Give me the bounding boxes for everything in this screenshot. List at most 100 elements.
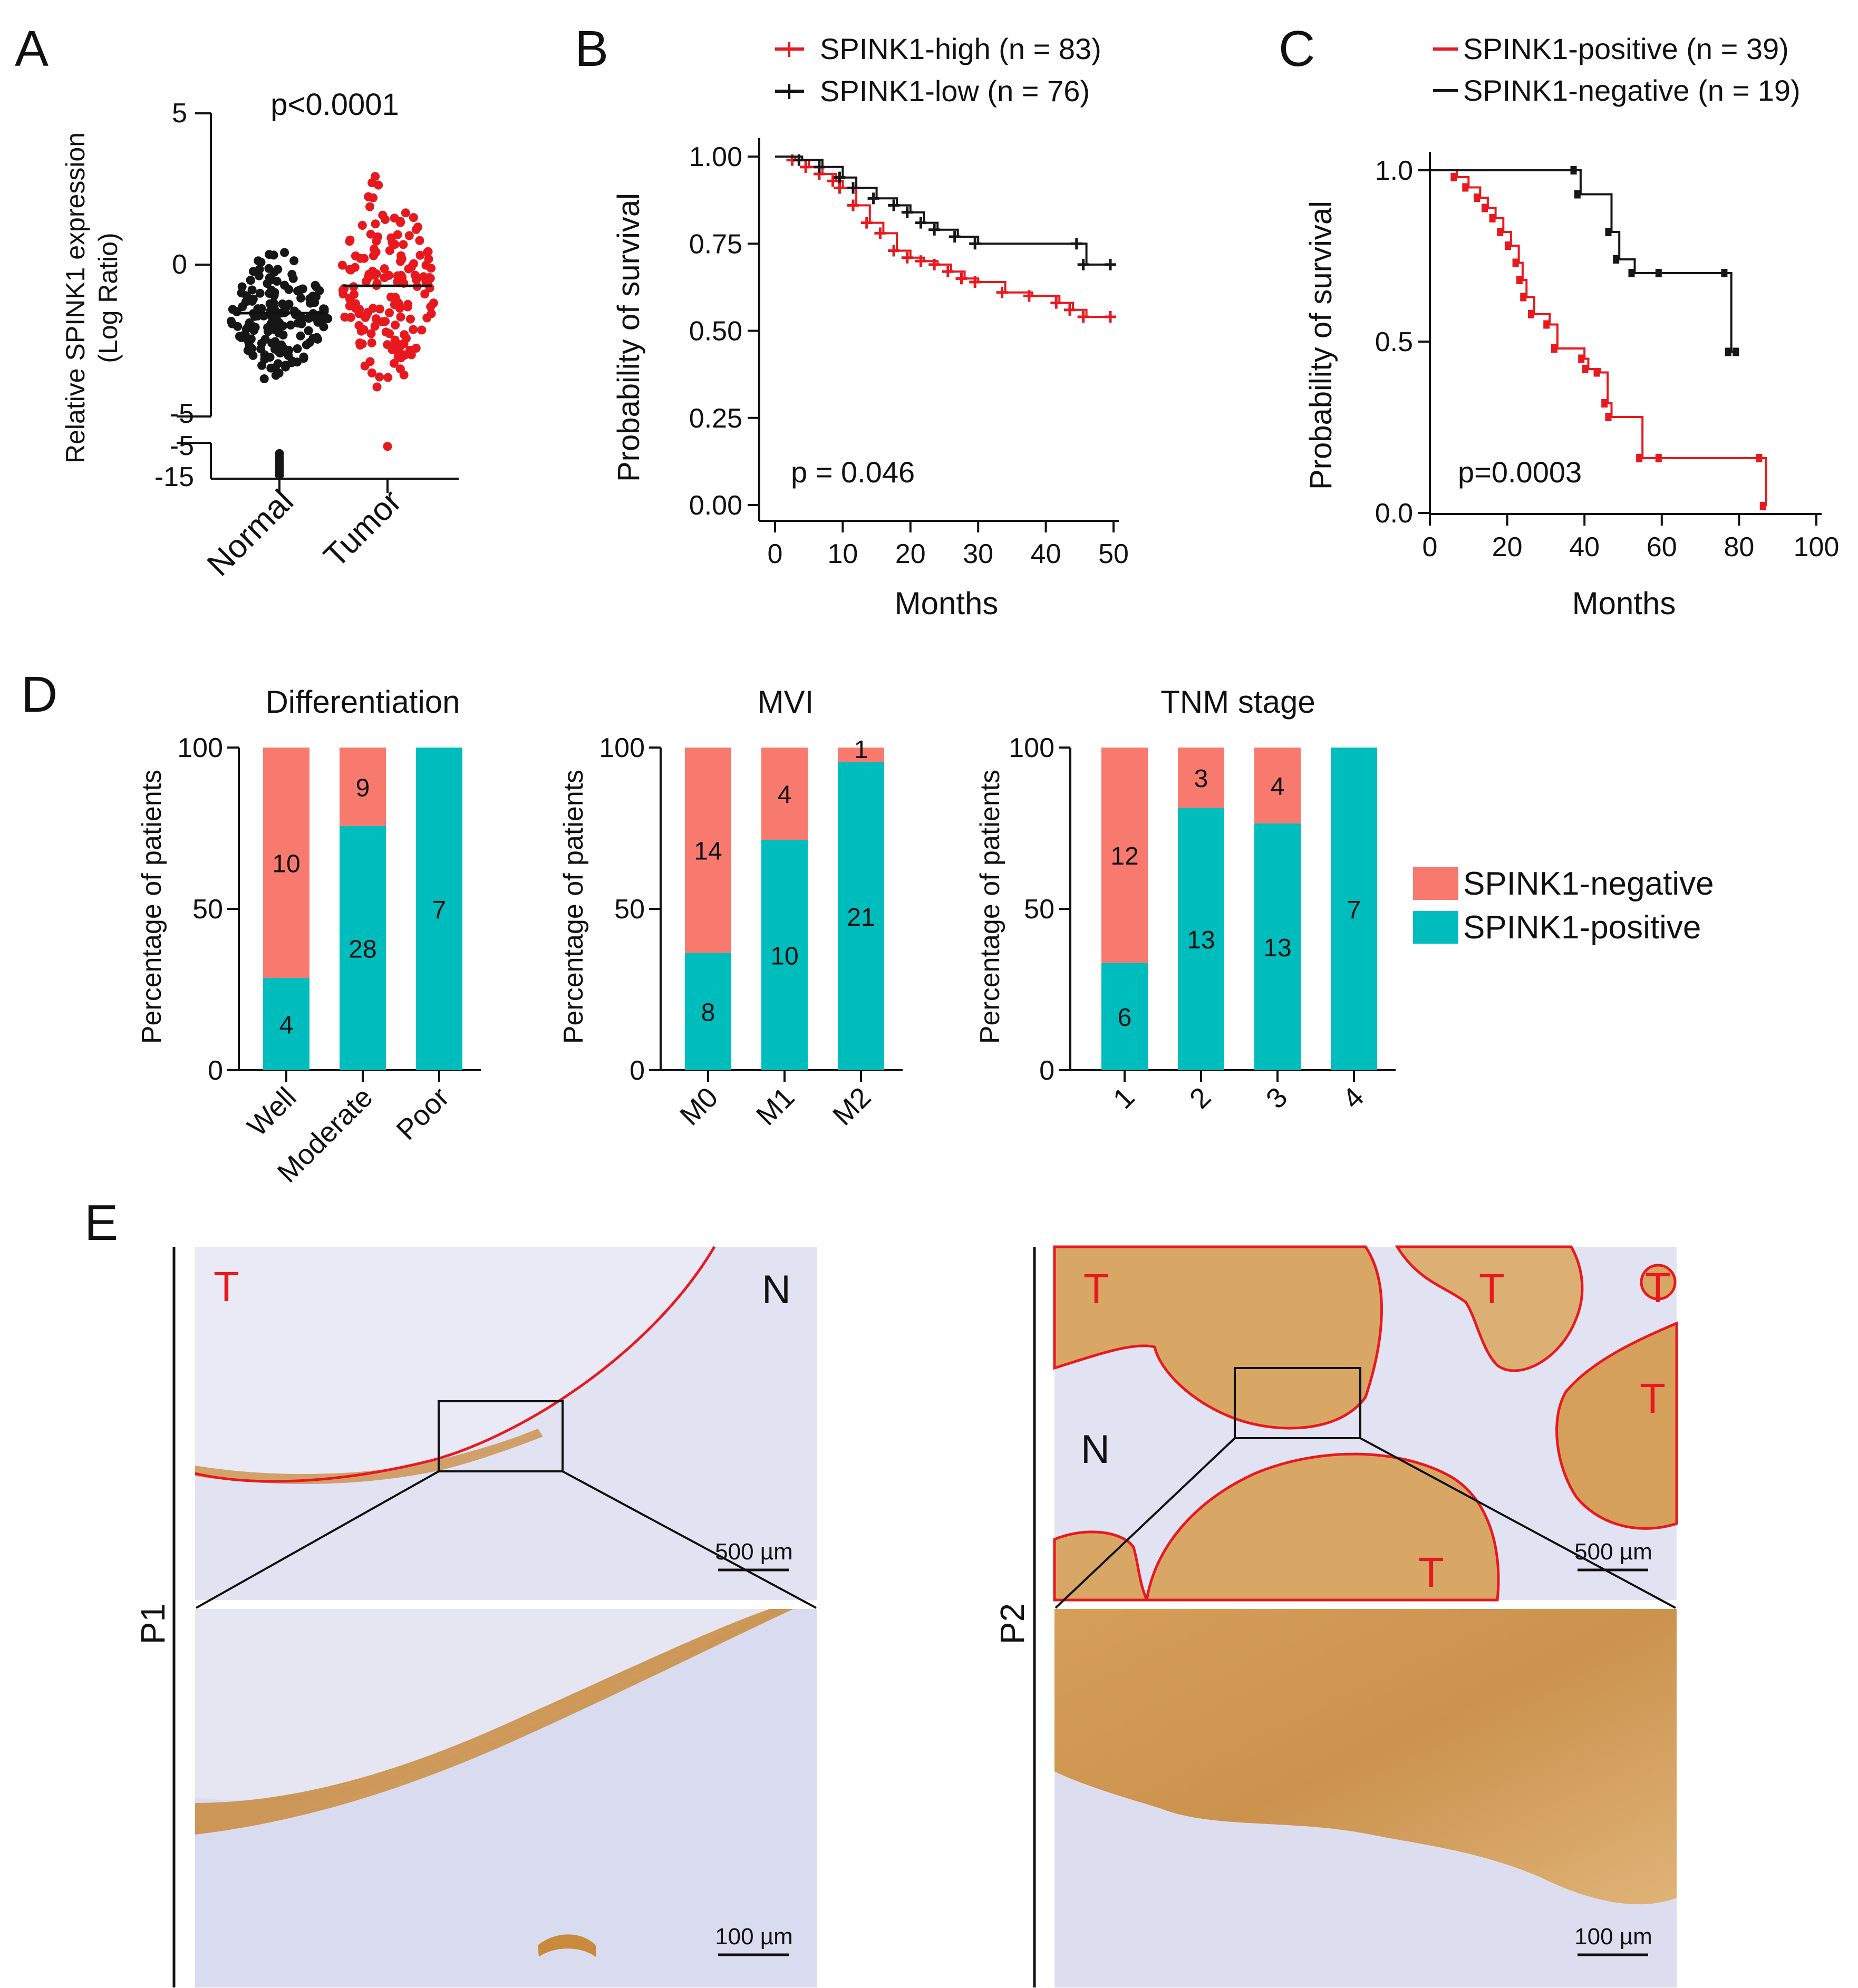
bar-positive-1 [1101,963,1148,1070]
scatter-point-tumor [365,357,375,366]
scatter-point-tumor [369,245,379,254]
scatter-point-tumor [421,260,431,270]
scatter-point-tumor [424,273,434,282]
scatter-point-normal [235,332,244,341]
km-censor-mark [1050,297,1062,309]
scatter-point-tumor [370,322,380,331]
km-censor-mark [1759,502,1766,510]
panel-c-pvalue: p=0.0003 [1458,455,1582,489]
bar-negative-1 [1101,748,1148,963]
p2-label-n: N [1081,1427,1110,1472]
bar-negative-count: 10 [272,850,300,878]
km-xtick-label: 60 [1647,532,1677,563]
p1-zoom-stain [195,1609,793,1835]
scatter-point-tumor [390,358,399,368]
km-censor-mark [955,273,967,285]
scatter-point-normal [263,323,273,332]
scatter-point-tumor [426,302,436,312]
scatter-point-tumor [372,236,381,246]
km-censor-mark [1605,413,1612,421]
bar-positive-count: 13 [1187,926,1215,954]
legend-d-positive-label: SPINK1-positive [1463,909,1701,946]
p2-label-t5: T [1418,1549,1444,1596]
km-censor-mark [1450,173,1457,181]
km-curve-red [775,156,1114,318]
p2-tumor-small [1640,1264,1677,1301]
km-censor-mark [928,258,941,270]
p1-zoom-tumor [195,1609,770,1800]
scatter-point-normal [245,342,255,351]
bar-ytick-label: 100 [599,733,645,763]
scatter-point-normal [256,258,266,267]
km-censor-mark [1613,255,1620,264]
scatter-point-normal [237,288,246,298]
legend-c-neg-label: SPINK1-negative (n = 19) [1463,74,1801,107]
p1-label-n: N [762,1267,791,1312]
km-censor-mark [1733,347,1739,356]
panel-d-mvi: MVI Percentage of patients 050100814M010… [558,684,903,1132]
bar-negative-m2 [838,748,884,762]
scatter-point-normal [254,271,264,280]
panel-a-ytick-0: 0 [172,249,187,280]
scatter-point-normal [281,362,290,372]
km-censor-mark [1516,276,1523,284]
bar-negative-2 [1178,748,1224,808]
panel-d-legend: SPINK1-negative SPINK1-positive [1413,866,1714,946]
scatter-point-tumor [369,251,378,260]
panel-d2-ylabel: Percentage of patients [558,770,589,1044]
bar-ytick-label: 0 [208,1055,223,1086]
bar-positive-moderate [340,826,386,1070]
scatter-point-tumor [399,240,408,249]
scatter-point-tumor [375,304,384,314]
scatter-point-normal [255,288,265,298]
bar-ytick-label: 50 [192,894,223,925]
scatter-point-tumor [337,260,347,270]
km-xtick-label: 30 [963,539,993,569]
scatter-point-tumor [369,193,378,202]
km-xtick-label: 10 [827,539,858,569]
scatter-point-normal [295,285,305,295]
p2-zoom-box [1234,1367,1361,1439]
bar-positive-poor [416,748,462,1070]
km-censor-mark [1593,368,1600,377]
scatter-point-tumor [393,352,403,362]
scatter-point-tumor [386,233,396,243]
scatter-point-normal [273,359,283,368]
km-censor-mark [847,182,859,194]
panel-a-ylabel-line1: Relative SPINK1 expression [61,132,90,463]
bar-category-label: 3 [1260,1081,1294,1115]
scatter-point-tumor [385,308,394,317]
km-censor-mark [1551,344,1557,353]
panel-d1-title: Differentiation [265,684,460,720]
bar-category-label: 1 [1107,1081,1141,1115]
panel-a-pvalue: p<0.0001 [270,88,399,122]
km-censor-mark [1489,214,1496,222]
bar-negative-m1 [761,748,808,840]
panel-d-differentiation: Differentiation Percentage of patients 0… [137,684,481,1189]
scatter-point-tumor [346,313,355,322]
bar-negative-count: 4 [1271,773,1285,801]
scatter-point-normal [278,321,287,331]
scatter-point-tumor [383,373,393,382]
panel-b-legend: + SPINK1-high (n = 83) + SPINK1-low (n =… [775,32,1101,109]
p1-boundary-line [195,1246,716,1483]
p1-overview-image: T N 500 µm [195,1246,817,1600]
bar-positive-count: 7 [1347,896,1361,924]
scatter-point-tumor [378,210,388,220]
bar-negative-count: 3 [1194,765,1208,793]
km-censor-mark [1077,258,1089,270]
km-censor-mark [874,227,886,239]
scatter-point-normal [269,298,278,307]
bar-category-label: Poor [390,1081,455,1146]
bar-positive-3 [1254,823,1301,1070]
km-censor-mark [1756,454,1763,462]
legend-d-positive-swatch [1413,911,1458,944]
km-censor-mark [996,286,1008,298]
bar-negative-well [263,748,309,978]
bar-ytick-label: 100 [1009,733,1054,763]
bar-negative-3 [1254,748,1301,823]
scatter-point-tumor [367,178,377,188]
scatter-point-tumor [423,247,432,257]
legend-c-pos-label: SPINK1-positive (n = 39) [1463,32,1789,65]
scatter-point-tumor [396,340,405,350]
